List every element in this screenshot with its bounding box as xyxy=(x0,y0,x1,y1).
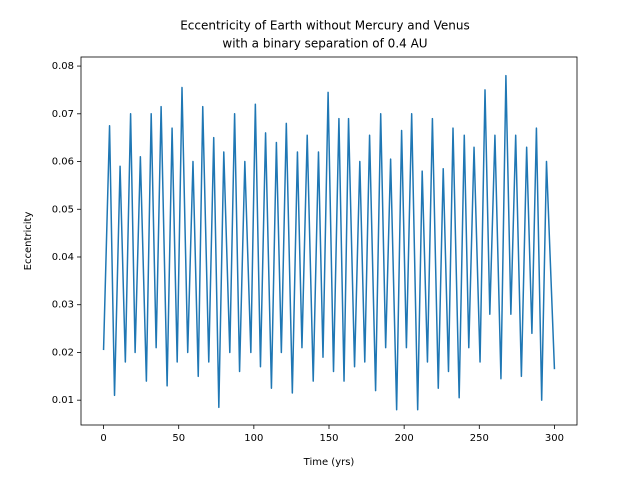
y-tick-label: 0.02 xyxy=(52,347,74,358)
x-tick-label: 0 xyxy=(100,433,106,444)
x-tick-label: 50 xyxy=(172,433,185,444)
y-tick-label: 0.05 xyxy=(52,204,74,215)
y-tick-label: 0.01 xyxy=(52,395,74,406)
y-axis-label: Eccentricity xyxy=(23,212,34,271)
chart-title: with a binary separation of 0.4 AU xyxy=(222,37,427,51)
y-tick-label: 0.08 xyxy=(52,61,74,72)
plot-frame xyxy=(80,56,578,426)
y-tick-label: 0.07 xyxy=(52,109,74,120)
y-tick-label: 0.06 xyxy=(52,157,74,168)
y-tick-label: 0.03 xyxy=(52,300,74,311)
x-tick-label: 200 xyxy=(395,433,414,444)
data-line xyxy=(102,74,556,411)
x-tick-label: 150 xyxy=(319,433,338,444)
y-tick-label: 0.04 xyxy=(52,252,74,263)
x-tick-label: 100 xyxy=(244,433,263,444)
chart-title: Eccentricity of Earth without Mercury an… xyxy=(180,19,470,33)
x-tick-label: 300 xyxy=(545,433,564,444)
x-axis-label: Time (yrs) xyxy=(303,457,355,468)
x-tick-label: 250 xyxy=(470,433,489,444)
